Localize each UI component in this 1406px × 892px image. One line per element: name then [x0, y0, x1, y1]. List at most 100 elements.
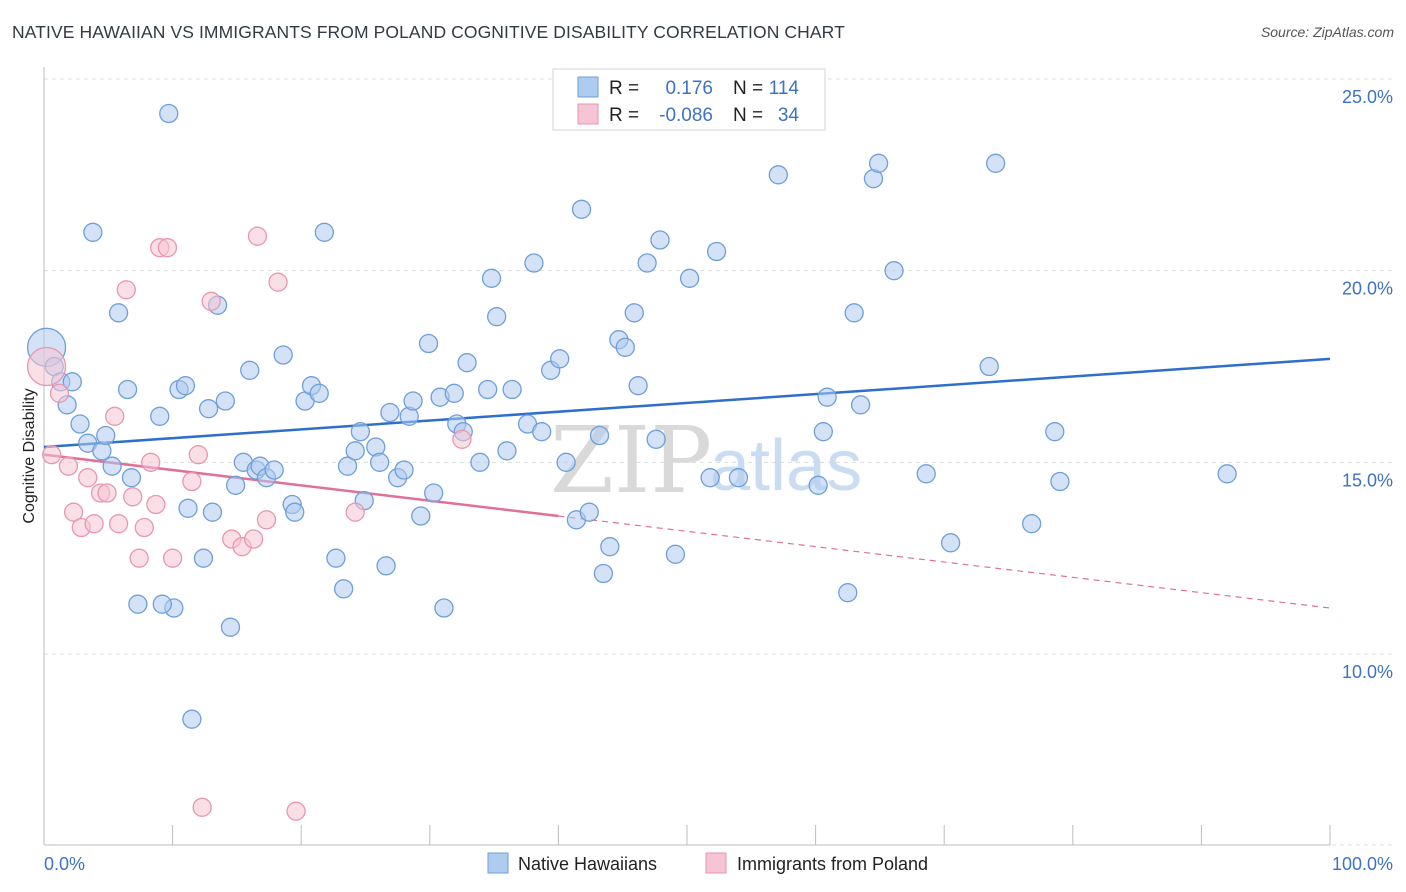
native-hawaiians-point: [70, 414, 90, 434]
immigrants-from-poland-point: [123, 487, 143, 507]
native-hawaiians-point: [369, 452, 390, 472]
native-hawaiians-point: [198, 399, 219, 419]
native-hawaiians-point: [850, 395, 871, 415]
immigrants-from-poland-point: [188, 445, 208, 465]
native-hawaiians-point: [478, 379, 498, 400]
native-hawaiians-point: [376, 556, 396, 576]
immigrants-from-poland-point: [162, 548, 183, 568]
native-hawaiians-point: [285, 502, 305, 522]
native-hawaiians-point: [225, 475, 246, 495]
native-hawaiians-point: [579, 502, 599, 522]
native-hawaiians-point: [1045, 422, 1065, 442]
native-hawaiians-point: [624, 303, 644, 323]
native-hawaiians-point: [706, 241, 727, 262]
native-hawaiians-point: [844, 303, 864, 323]
native-hawaiians-point: [487, 307, 507, 327]
immigrants-from-poland-point: [97, 483, 117, 503]
native-hawaiians-point: [215, 391, 235, 411]
immigrants-from-poland-point: [247, 226, 268, 246]
native-hawaiians-point: [481, 268, 502, 288]
native-hawaiians-point: [345, 441, 365, 461]
native-hawaiians-point: [838, 583, 858, 603]
immigrants-from-poland-point: [78, 468, 98, 488]
native-hawaiians-point: [182, 709, 202, 729]
chart-title: NATIVE HAWAIIAN VS IMMIGRANTS FROM POLAN…: [12, 22, 845, 42]
series-native-hawaiians: [26, 103, 1237, 729]
native-hawaiians-point: [457, 353, 477, 373]
stats-swatch-blue: [577, 76, 599, 98]
stats-r-label-1: R =: [609, 78, 639, 99]
immigrants-from-poland-point: [63, 502, 84, 522]
source-note: Source: ZipAtlas.com: [1260, 24, 1394, 40]
native-hawaiians-point: [175, 376, 196, 396]
watermark-atlas: atlas: [710, 426, 862, 506]
y-tick-label-15: 15.0%: [1342, 470, 1393, 490]
native-hawaiians-point: [273, 345, 293, 365]
y-axis-label: Cognitive Disability: [21, 388, 38, 523]
native-hawaiians-point: [418, 333, 439, 354]
y-tick-label-10: 10.0%: [1342, 662, 1393, 682]
immigrants-from-poland-point: [157, 238, 178, 258]
native-hawaiians-point: [628, 376, 648, 396]
native-hawaiians-point: [916, 464, 936, 484]
native-hawaiians-point: [728, 468, 749, 488]
native-hawaiians-point: [768, 165, 788, 185]
native-hawaiians-point: [337, 456, 358, 476]
native-hawaiians-point: [434, 598, 454, 618]
native-hawaiians-point: [571, 199, 592, 219]
native-hawaiians-point: [615, 337, 635, 357]
native-hawaiians-point: [940, 533, 961, 553]
native-hawaiians-point: [178, 498, 198, 518]
native-hawaiians-point: [333, 579, 354, 599]
native-hawaiians-point: [108, 303, 129, 323]
native-hawaiians-point: [497, 441, 517, 461]
native-hawaiians-point: [665, 544, 686, 564]
stats-r-label-2: R =: [609, 105, 639, 126]
immigrants-from-poland-point: [108, 514, 129, 534]
immigrants-from-poland-point: [146, 494, 166, 515]
native-hawaiians-point: [679, 268, 700, 288]
native-hawaiians-point: [424, 483, 444, 503]
immigrants-from-poland-point: [42, 445, 62, 465]
immigrants-from-poland-point: [26, 346, 67, 387]
immigrants-from-poland-point: [256, 510, 277, 530]
native-hawaiians-point: [589, 425, 610, 446]
native-hawaiians-point: [1021, 514, 1042, 534]
native-hawaiians-point: [314, 222, 334, 242]
native-hawaiians-point: [202, 502, 223, 522]
native-hawaiians-point: [152, 594, 172, 614]
native-hawaiians-point: [550, 349, 570, 369]
native-hawaiians-point: [637, 253, 657, 273]
native-hawaiians-point: [650, 230, 670, 250]
native-hawaiians-point: [394, 460, 414, 480]
native-hawaiians-point: [985, 153, 1006, 173]
native-hawaiians-point: [128, 594, 148, 614]
native-hawaiians-point: [556, 452, 576, 472]
native-hawaiians-point: [817, 387, 837, 407]
native-hawaiians-point: [159, 103, 179, 124]
native-hawaiians-point: [193, 548, 214, 568]
legend-swatch-native-hawaiians: [487, 852, 509, 874]
native-hawaiians-point: [121, 468, 142, 488]
stats-r-value-2: -0.086: [659, 105, 713, 126]
native-hawaiians-point: [403, 391, 423, 411]
immigrants-from-poland-point: [268, 272, 288, 292]
native-hawaiians-point: [380, 402, 400, 423]
legend-swatch-immigrants-from-poland: [705, 852, 727, 874]
stats-n-label-1: N =: [733, 78, 763, 99]
native-hawaiians-point: [240, 360, 260, 380]
stats-box: R = 0.176 N = 114 R = -0.086 N = 34: [552, 68, 826, 131]
trend-line-native-hawaiians: [43, 357, 1331, 449]
trend-line-immigrants-from-poland: [43, 453, 559, 518]
native-hawaiians-point: [813, 422, 833, 442]
immigrants-from-poland-point: [49, 383, 70, 403]
stats-r-value-1: 0.176: [665, 78, 713, 99]
native-hawaiians-point: [444, 383, 464, 403]
immigrants-from-poland-point: [105, 406, 125, 426]
native-hawaiians-point: [117, 379, 138, 400]
legend-label-immigrants-from-poland: Immigrants from Poland: [737, 854, 928, 874]
immigrants-from-poland-point: [192, 797, 212, 817]
native-hawaiians-point: [646, 429, 666, 449]
watermark: ZIP atlas: [550, 407, 862, 514]
immigrants-from-poland-point: [452, 429, 472, 449]
